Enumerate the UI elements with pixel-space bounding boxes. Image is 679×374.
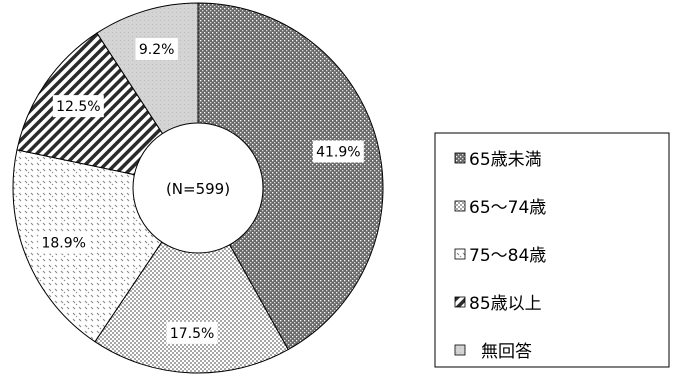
legend-swatch-5 [454, 344, 466, 356]
legend-box [434, 132, 670, 368]
legend-label-3: 75～84歳 [469, 246, 546, 266]
value-label-bg-4 [52, 95, 104, 118]
legend-swatch-3 [454, 248, 466, 260]
value-label-1: 41.9% [316, 144, 360, 160]
value-label-bg-3 [38, 231, 90, 254]
legend-label-5: 無回答 [481, 342, 532, 362]
legend-swatch-4 [454, 296, 466, 308]
pie-slice-2 [94, 187, 289, 374]
pie-slice-1 [197, 2, 384, 351]
legend-label-1: 65歳未満 [469, 150, 542, 170]
value-label-3: 18.9% [41, 236, 85, 252]
value-labels-group: 41.9% 17.5% 18.9% 12.5% 9.2% [38, 38, 364, 344]
center-label: (N=599) [166, 180, 230, 198]
value-label-bg-1 [312, 140, 364, 163]
value-label-2: 17.5% [170, 326, 214, 342]
donut-hole [132, 122, 264, 254]
legend-label-4: 85歳以上 [469, 294, 542, 314]
value-label-5: 9.2% [139, 42, 175, 58]
legend-swatch-1 [454, 152, 466, 164]
value-label-4: 12.5% [56, 99, 100, 115]
legend-swatch-2 [454, 200, 466, 212]
value-label-bg-2 [166, 321, 218, 344]
legend-label-2: 65～74歳 [469, 198, 546, 218]
value-label-bg-5 [135, 38, 178, 61]
